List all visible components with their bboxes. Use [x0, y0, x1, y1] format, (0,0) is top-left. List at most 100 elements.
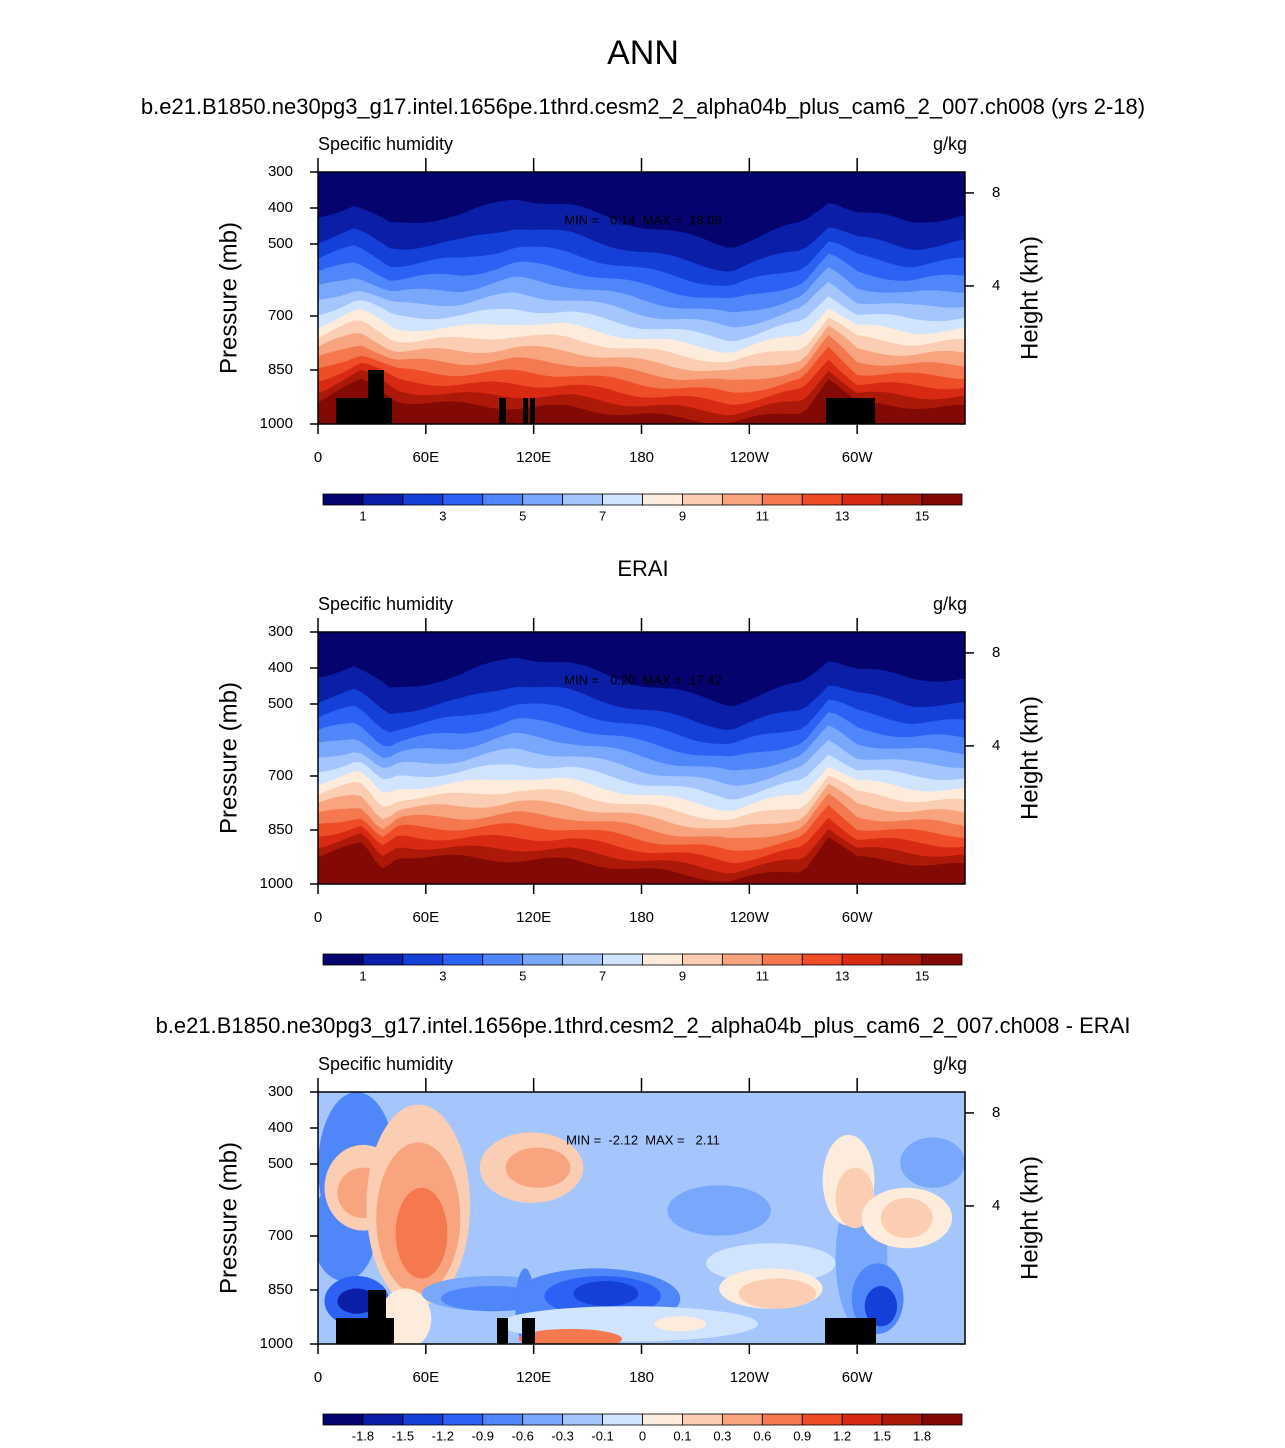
colorbar-label: -1.5: [392, 1428, 414, 1443]
y-axis-label: Pressure (mb): [215, 682, 242, 834]
colorbar-label: 1: [359, 508, 366, 523]
colorbar-box: [642, 953, 683, 966]
y2-tick-label: 4: [992, 1197, 1000, 1214]
y-axis-label: Pressure (mb): [215, 222, 242, 374]
right-label: g/kg: [933, 134, 967, 154]
colorbar-box: [761, 953, 803, 966]
colorbar-box: [881, 493, 923, 506]
x-tick-label: 60W: [842, 449, 874, 466]
y-tick-label: 300: [268, 623, 293, 640]
colorbar-label: 5: [519, 508, 526, 523]
colorbar-box: [881, 953, 923, 966]
y-tick-label: 300: [268, 163, 293, 180]
colorbar-label: 3: [439, 508, 446, 523]
colorbar-box: [522, 493, 564, 506]
colorbar-box: [921, 953, 963, 966]
colorbar-box: [721, 493, 763, 506]
x-tick-label: 60W: [842, 1369, 874, 1386]
colorbar-label: 3: [439, 968, 446, 983]
y-tick-label: 700: [268, 1227, 293, 1244]
colorbar-box: [761, 1413, 803, 1426]
colorbar-label: 1: [359, 968, 366, 983]
y-tick-label: 850: [268, 361, 293, 378]
colorbar-label: 15: [915, 968, 929, 983]
min-max: MIN = 0.14 MAX = 18.09: [564, 212, 722, 227]
y2-axis-label: Height (km): [1016, 696, 1043, 820]
min-max: MIN = -2.12 MAX = 2.11: [566, 1132, 720, 1147]
colorbar-box: [682, 1413, 723, 1426]
colorbar-label: -1.2: [432, 1428, 454, 1443]
terrain: [523, 398, 528, 424]
colorbar-box: [482, 493, 524, 506]
colorbar-label: 1.8: [913, 1428, 931, 1443]
x-tick-label: 0: [314, 1369, 322, 1386]
y-tick-label: 500: [268, 695, 293, 712]
colorbar-box: [841, 1413, 883, 1426]
terrain: [368, 370, 384, 398]
contour-blob: [573, 1281, 639, 1307]
colorbar-box: [322, 493, 364, 506]
x-tick-label: 120W: [730, 449, 770, 466]
colorbar-box: [682, 953, 723, 966]
x-tick-label: 120E: [516, 909, 551, 926]
y-tick-label: 400: [268, 199, 293, 216]
colorbar-box: [402, 953, 444, 966]
colorbar-box: [482, 1413, 524, 1426]
colorbar-box: [442, 1413, 484, 1426]
colorbar-box: [602, 493, 643, 506]
x-tick-label: 180: [629, 909, 654, 926]
colorbar-box: [801, 1413, 843, 1426]
field: [318, 632, 965, 884]
colorbar-box: [362, 953, 404, 966]
colorbar-box: [482, 953, 524, 966]
min-max: MIN = 0.20 MAX = 17.42: [564, 672, 722, 687]
panel-title: ERAI: [617, 556, 668, 581]
colorbar-box: [801, 493, 843, 506]
colorbar-box: [642, 493, 683, 506]
contour-blob: [900, 1137, 965, 1188]
y-tick-label: 1000: [260, 1335, 293, 1352]
colorbar-box: [801, 953, 843, 966]
colorbar-box: [442, 493, 484, 506]
panel-title: b.e21.B1850.ne30pg3_g17.intel.1656pe.1th…: [156, 1013, 1131, 1038]
colorbar-box: [362, 493, 404, 506]
left-label: Specific humidity: [318, 594, 453, 614]
contour-blob: [337, 1288, 377, 1314]
colorbar-label: 0.1: [673, 1428, 691, 1443]
colorbar-label: -0.1: [591, 1428, 613, 1443]
y2-tick-label: 8: [992, 644, 1000, 661]
contour-blob: [864, 1286, 898, 1327]
y-tick-label: 1000: [260, 415, 293, 432]
y2-tick-label: 4: [992, 737, 1000, 754]
panel: ERAI Specific humidity g/kg Pressure (mb) He…: [215, 556, 1043, 984]
colorbar-box: [642, 1413, 683, 1426]
left-label: Specific humidity: [318, 1054, 453, 1074]
colorbar-box: [721, 953, 763, 966]
panel: b.e21.B1850.ne30pg3_g17.intel.1656pe.1th…: [141, 94, 1145, 524]
y-tick-label: 850: [268, 821, 293, 838]
colorbar-box: [841, 953, 883, 966]
colorbar-label: 9: [679, 508, 686, 523]
right-label: g/kg: [933, 594, 967, 614]
terrain: [499, 398, 506, 424]
colorbar-box: [921, 493, 963, 506]
colorbar-box: [841, 493, 883, 506]
terrain: [825, 1318, 876, 1344]
y2-axis-label: Height (km): [1016, 236, 1043, 360]
x-tick-label: 120W: [730, 909, 770, 926]
colorbar-box: [442, 953, 484, 966]
left-label: Specific humidity: [318, 134, 453, 154]
contour-blob: [518, 1328, 623, 1344]
x-tick-label: 180: [629, 449, 654, 466]
x-tick-label: 180: [629, 1369, 654, 1386]
y-tick-label: 500: [268, 235, 293, 252]
colorbar-box: [362, 1413, 404, 1426]
colorbar-label: 7: [599, 968, 606, 983]
x-tick-label: 60W: [842, 909, 874, 926]
x-tick-label: 60E: [412, 909, 439, 926]
y-tick-label: 700: [268, 307, 293, 324]
colorbar-label: 5: [519, 968, 526, 983]
y-tick-label: 1000: [260, 875, 293, 892]
contour-blob: [395, 1187, 448, 1279]
